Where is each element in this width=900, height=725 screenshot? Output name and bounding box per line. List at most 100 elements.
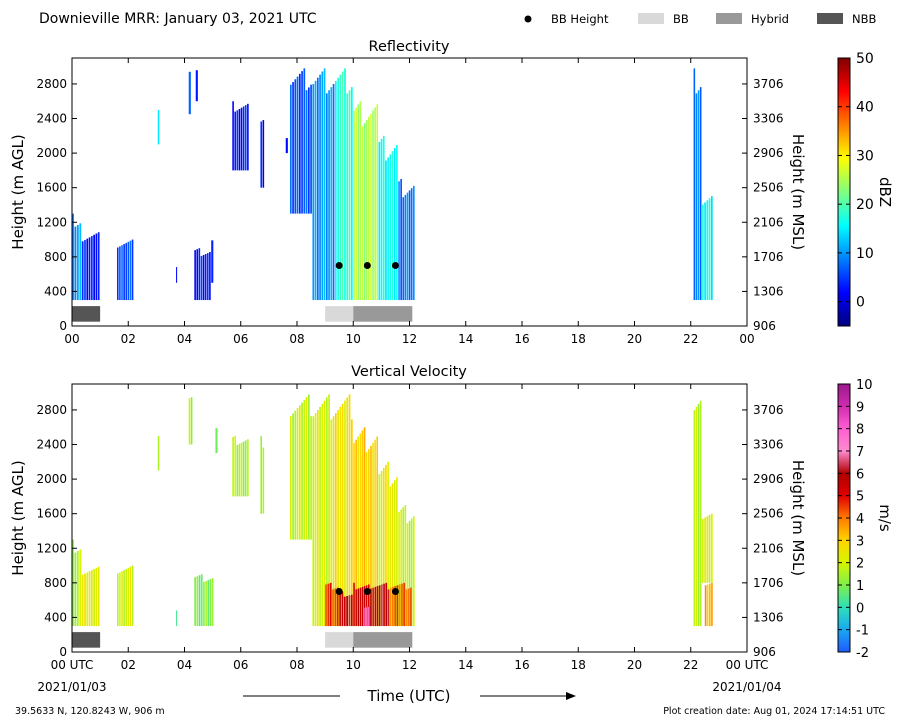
reflectivity-echo-streak [382,135,385,301]
velocity-echo-streak [289,416,292,540]
velocity-y-tick-label: 1200 [36,541,67,555]
reflectivity-echo-column-15 [353,101,379,301]
reflectivity-echo-streak [285,138,288,154]
reflectivity-echo-column-4 [176,267,178,283]
velocity-echo-streak [408,520,411,627]
reflectivity-echo-streak [84,239,86,301]
velocity-echo-streak [240,442,243,497]
velocity-echo-column-21 [389,582,412,627]
reflectivity-echo-streak [86,238,89,301]
velocity-echo-streak [376,586,379,627]
reflectivity-echo-streak [234,111,236,171]
velocity-echo-streak [325,397,328,627]
velocity-echo-column-14 [378,461,398,627]
reflectivity-echo-column-8 [211,240,214,283]
velocity-echo-streak [359,587,362,627]
velocity-echo-streak [296,407,299,540]
velocity-echo-streak [190,397,193,445]
reflectivity-echo-streak [125,242,128,301]
velocity-echo-streak [117,573,119,627]
reflectivity-y-tick-label: 2400 [36,112,67,126]
reflectivity-echo-streak [236,110,239,171]
reflectivity-echo-streak [695,93,698,301]
velocity-echo-streak [350,594,353,627]
reflectivity-echo-streak [391,151,394,301]
velocity-echo-streak [382,467,385,627]
velocity-echo-streak [410,587,412,627]
velocity-echo-streak [365,585,368,627]
reflectivity-echo-streak [260,121,263,188]
velocity-echo-streak [90,570,93,627]
reflectivity-echo-streak [697,90,700,301]
velocity-colorbar-tick-label: 0 [856,601,864,616]
velocity-echo-streak [127,567,130,627]
reflectivity-echo-streak [240,107,243,171]
velocity-echo-column-18 [353,582,370,627]
velocity-echo-streak [84,573,86,627]
velocity-colorbar-tick-label: -1 [856,624,869,639]
velocity-x-tick-label: 02 [121,658,136,672]
velocity-echo-streak [389,486,392,627]
reflectivity-echo-streak [194,250,196,301]
reflectivity-y-tick-label-right: 1306 [753,284,784,298]
reflectivity-echo-streak [310,84,312,214]
velocity-echo-streak [367,606,369,627]
velocity-y-tick-label: 2800 [36,403,67,417]
reflectivity-colorbar-tick-label: 40 [856,100,874,116]
velocity-echo-streak [381,584,383,627]
reflectivity-echo-streak [188,71,191,115]
reflectivity-echo-streak [708,198,711,301]
reflectivity-y-tick-label-right: 2106 [753,215,784,229]
velocity-echo-streak [325,584,327,627]
reflectivity-colorbar-ticks: 0 10 20 30 40 50 [838,51,874,311]
figure-title: Downieville MRR: January 03, 2021 UTC [39,11,317,27]
velocity-title: Vertical Velocity [351,364,467,380]
velocity-echo-column-15 [398,505,415,627]
reflectivity-echo-streak [344,68,346,301]
reflectivity-echo-streak [198,248,201,301]
reflectivity-echo-streak [211,240,214,283]
velocity-echo-streak [344,400,346,627]
reflectivity-echo-streak [238,109,241,171]
velocity-echo-streak [262,447,265,514]
velocity-x-tick-label: 00 UTC [51,658,94,672]
velocity-echo-streak [387,589,390,627]
reflectivity-y-tick-label-right: 2506 [753,181,784,195]
reflectivity-x-tick-label: 12 [402,332,417,346]
reflectivity-colorbar-label: dBZ [876,177,894,207]
velocity-echo-streak [247,439,249,497]
velocity-echo-streak [242,441,245,497]
reflectivity-echo-streak [337,77,339,301]
reflectivity-echo-streak [289,84,292,214]
reflectivity-echo-streak [330,87,333,301]
velocity-colorbar-label: m/s [876,504,894,532]
velocity-echo-streak [339,592,341,627]
velocity-echo-streak [357,588,360,627]
velocity-y-tick-label-right: 2506 [753,507,784,521]
velocity-echo-streak [88,571,91,627]
velocity-echo-streak [370,588,372,627]
velocity-echo-streak [410,518,413,627]
reflectivity-echo-streak [350,87,353,301]
velocity-echo-streak [348,595,351,627]
velocity-echo-streak [319,406,321,627]
velocity-echo-column-4 [176,610,178,627]
velocity-echo-streak [385,582,388,627]
velocity-echo-streak [709,583,711,627]
velocity-echo-streak [292,413,294,540]
reflectivity-title: Reflectivity [369,39,450,55]
velocity-echo-streak [123,570,125,627]
velocity-echo-column-13 [353,427,379,627]
reflectivity-echo-streak [357,104,360,301]
reflectivity-echo-column-11 [285,138,288,154]
velocity-echo-streak [196,576,199,627]
velocity-echo-streak [361,586,364,627]
reflectivity-echo-streak [332,84,335,301]
reflectivity-echo-streak [410,188,413,301]
reflectivity-echo-streak [348,90,351,301]
velocity-colorbar-tick-label: 2 [856,557,864,572]
velocity-echo-streak [194,577,196,627]
velocity-type-bar-hybrid [353,632,413,648]
velocity-echo-streak [387,461,389,627]
legend-hybrid-swatch [716,13,742,24]
